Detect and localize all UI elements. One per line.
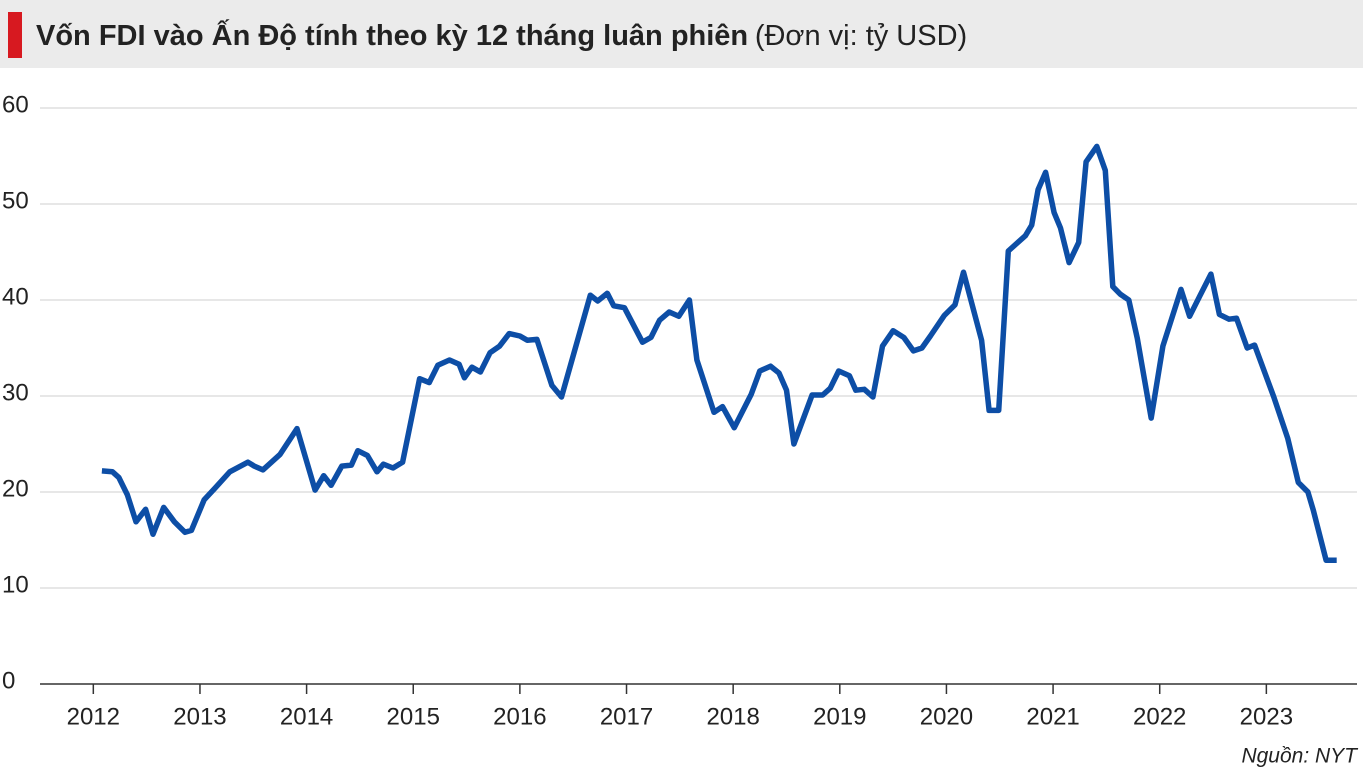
x-tick-label: 2023 [1240, 703, 1293, 730]
x-tick-label: 2020 [920, 703, 973, 730]
data-line [101, 143, 1337, 563]
x-tick-label: 2015 [387, 703, 440, 730]
x-tick-label: 2022 [1133, 703, 1186, 730]
title-text: Vốn FDI vào Ấn Độ tính theo kỳ 12 tháng … [36, 18, 748, 52]
subtitle-text: (Đơn vị: tỷ USD) [755, 20, 967, 52]
chart-title: Vốn FDI vào Ấn Độ tính theo kỳ 12 tháng … [36, 18, 967, 52]
x-tick-label: 2017 [600, 703, 653, 730]
x-tick-label: 2019 [813, 703, 866, 730]
x-tick-label: 2018 [706, 703, 759, 730]
x-tick-label: 2016 [493, 703, 546, 730]
x-tick-label: 2013 [173, 703, 226, 730]
header-accent [8, 12, 22, 58]
y-tick-label: 30 [2, 379, 29, 406]
y-tick-label: 20 [2, 475, 29, 502]
x-tick-label: 2014 [280, 703, 333, 730]
y-tick-label: 10 [2, 571, 29, 598]
header-band [0, 0, 1363, 68]
y-tick-label: 60 [2, 91, 29, 118]
x-tick-label: 2021 [1026, 703, 1079, 730]
y-tick-label: 0 [2, 667, 15, 694]
y-tick-label: 40 [2, 283, 29, 310]
y-tick-label: 50 [2, 187, 29, 214]
x-tick-label: 2012 [67, 703, 120, 730]
source: Nguồn: NYT [1241, 745, 1359, 768]
